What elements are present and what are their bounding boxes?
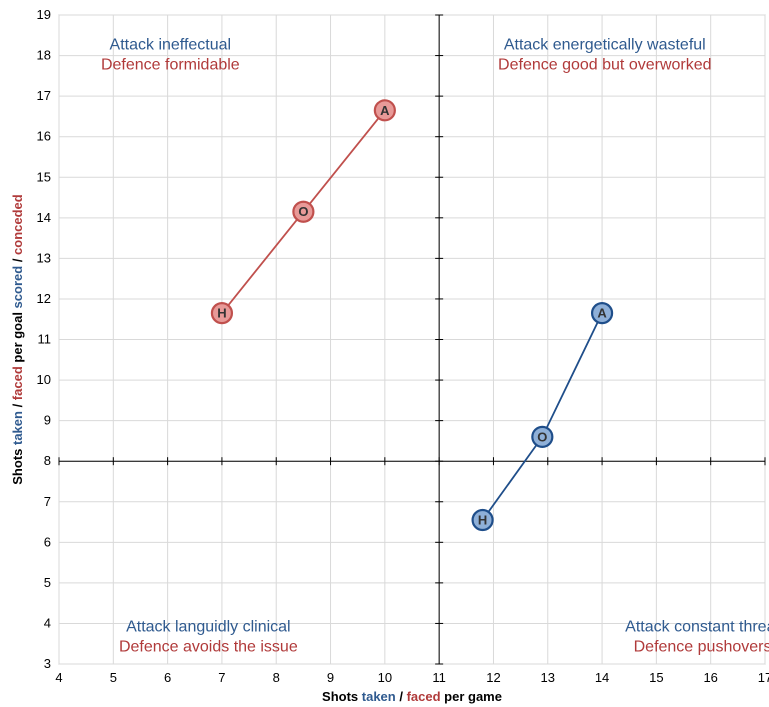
data-point bbox=[471, 508, 494, 532]
quadrant-annotation-line: Defence good but overworked bbox=[498, 56, 711, 73]
x-axis-title-part: faced bbox=[407, 689, 441, 704]
data-point bbox=[590, 302, 614, 325]
x-tick-label: 13 bbox=[541, 670, 555, 685]
y-axis-title-part: Shots bbox=[10, 445, 25, 485]
x-tick-label: 8 bbox=[273, 670, 280, 685]
y-tick-label: 15 bbox=[37, 169, 51, 184]
y-axis-title-part: scored bbox=[10, 266, 25, 309]
y-tick-label: 9 bbox=[44, 413, 51, 428]
y-axis-title-part: faced bbox=[10, 366, 25, 400]
x-tick-label: 9 bbox=[327, 670, 334, 685]
y-tick-label: 18 bbox=[37, 48, 51, 63]
x-axis-title-part: per game bbox=[441, 689, 502, 704]
x-tick-label: 7 bbox=[218, 670, 225, 685]
y-axis-title-part: / bbox=[10, 400, 25, 411]
quadrant-annotation-line: Defence formidable bbox=[101, 56, 240, 73]
data-point bbox=[292, 200, 315, 223]
x-tick-label: 6 bbox=[164, 670, 171, 685]
y-tick-label: 11 bbox=[38, 332, 52, 347]
y-axis-title-part: taken bbox=[10, 411, 25, 445]
x-tick-label: 5 bbox=[110, 670, 117, 685]
y-axis-title-part: / bbox=[10, 255, 25, 266]
data-point bbox=[210, 302, 234, 325]
y-tick-label: 3 bbox=[44, 656, 51, 671]
y-tick-label: 4 bbox=[44, 615, 51, 630]
x-axis-title-part: / bbox=[396, 689, 407, 704]
quadrant-annotation-line: Attack ineffectual bbox=[110, 36, 232, 53]
y-tick-label: 7 bbox=[44, 494, 51, 509]
data-point-label: O bbox=[298, 204, 308, 219]
x-tick-label: 17 bbox=[758, 670, 769, 685]
data-point bbox=[373, 99, 396, 122]
x-tick-label: 12 bbox=[486, 670, 500, 685]
x-tick-label: 16 bbox=[703, 670, 717, 685]
x-tick-label: 11 bbox=[432, 670, 446, 685]
data-point-label: H bbox=[478, 513, 487, 528]
y-tick-label: 16 bbox=[37, 129, 51, 144]
y-axis-title: Shots taken / faced per goal scored / co… bbox=[10, 194, 25, 485]
y-axis-title-part: conceded bbox=[10, 194, 25, 255]
y-axis-title-part: per goal bbox=[10, 308, 25, 366]
data-point bbox=[531, 425, 554, 448]
y-tick-label: 19 bbox=[37, 7, 51, 22]
y-tick-label: 5 bbox=[44, 575, 51, 590]
y-tick-label: 6 bbox=[44, 534, 51, 549]
quadrant-annotation-line: Attack languidly clinical bbox=[126, 619, 291, 636]
y-tick-label: 13 bbox=[37, 250, 51, 265]
data-point-label: A bbox=[380, 103, 390, 118]
data-point-label: A bbox=[597, 306, 607, 321]
data-point-label: H bbox=[217, 306, 226, 321]
quadrant-annotation-line: Defence pushovers bbox=[634, 639, 769, 656]
x-axis-title-part: taken bbox=[362, 689, 396, 704]
y-tick-label: 10 bbox=[37, 372, 51, 387]
y-tick-label: 12 bbox=[37, 291, 51, 306]
x-tick-label: 4 bbox=[55, 670, 62, 685]
y-tick-label: 17 bbox=[37, 88, 51, 103]
quadrant-annotation-line: Attack energetically wasteful bbox=[504, 36, 706, 53]
x-tick-label: 15 bbox=[649, 670, 663, 685]
x-axis-title-part: Shots bbox=[322, 689, 362, 704]
quadrant-annotation-line: Defence avoids the issue bbox=[119, 639, 298, 656]
y-tick-label: 8 bbox=[44, 453, 51, 468]
y-tick-label: 14 bbox=[37, 210, 51, 225]
x-tick-label: 10 bbox=[378, 670, 392, 685]
x-axis-title: Shots taken / faced per game bbox=[322, 689, 502, 704]
data-point-label: O bbox=[537, 429, 547, 444]
quadrant-annotation-line: Attack constant threat bbox=[625, 619, 769, 636]
x-tick-label: 14 bbox=[595, 670, 609, 685]
